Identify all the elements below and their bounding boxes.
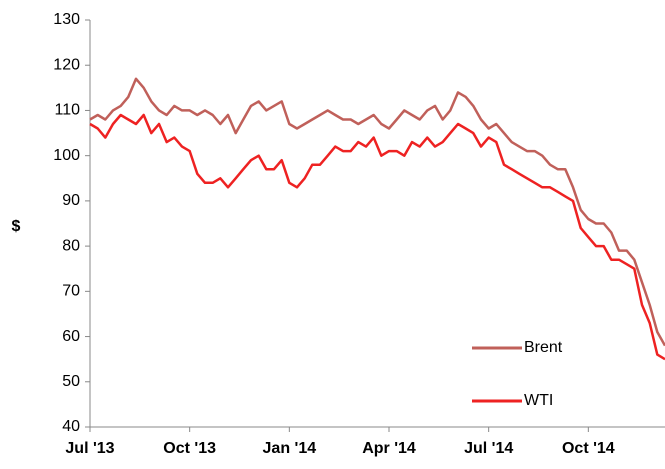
- line-series: [89, 113, 665, 361]
- y-tick-label: 60: [62, 328, 80, 345]
- y-tick-label: 110: [54, 102, 80, 119]
- x-tick-label: Oct '14: [562, 440, 615, 457]
- y-tick-label: 90: [62, 192, 80, 209]
- y-tick-label: 100: [53, 147, 80, 164]
- y-tick-label: 50: [62, 373, 80, 390]
- x-tick-label: Jan '14: [263, 440, 317, 457]
- line-series: [89, 77, 665, 347]
- x-tick-label: Jul '14: [464, 440, 513, 457]
- x-tick-label: Apr '14: [362, 440, 416, 457]
- y-axis-label: $: [12, 218, 21, 235]
- x-tick-label: Jul '13: [65, 440, 114, 457]
- legend-label: WTI: [524, 392, 553, 409]
- x-tick-label: Oct '13: [163, 440, 216, 457]
- y-tick-label: 120: [53, 56, 80, 73]
- y-tick-label: 70: [62, 283, 80, 300]
- y-tick-label: 80: [62, 237, 80, 254]
- y-tick-label: 130: [53, 11, 80, 28]
- legend-label: Brent: [524, 339, 563, 356]
- y-tick-label: 40: [62, 418, 80, 435]
